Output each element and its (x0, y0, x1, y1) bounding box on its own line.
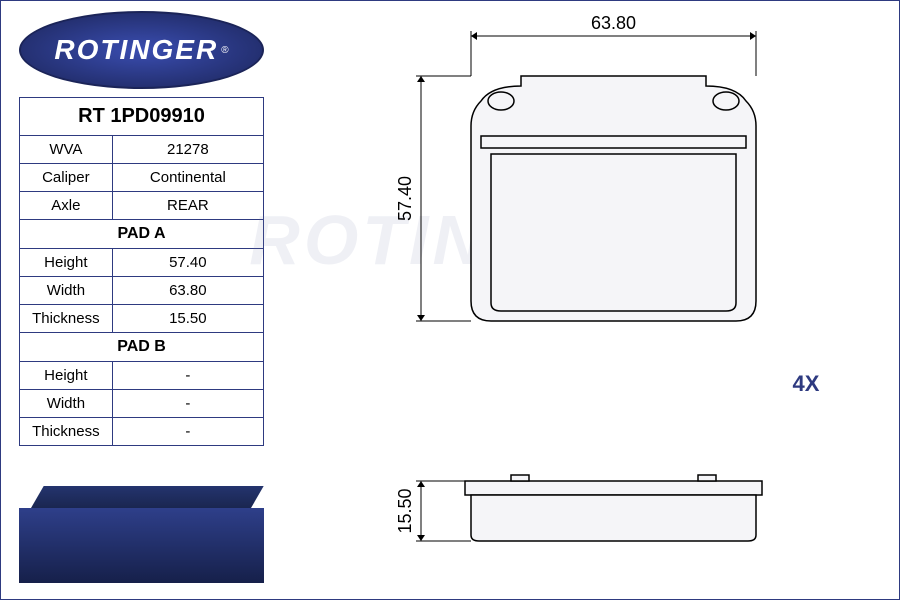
pad-a-label: Width (20, 277, 113, 305)
pad-b-label: Height (20, 362, 113, 390)
spec-value: 21278 (112, 136, 263, 164)
brand-text: ROTINGER (54, 34, 218, 66)
svg-text:63.80: 63.80 (591, 13, 636, 33)
pad-a-header: PAD A (20, 220, 264, 249)
svg-text:57.40: 57.40 (395, 176, 415, 221)
technical-drawing: 63.80 57.40 4X 15.50 (281, 1, 900, 601)
spec-label: WVA (20, 136, 113, 164)
spec-label: Caliper (20, 164, 113, 192)
pad-a-value: 57.40 (112, 249, 263, 277)
spec-value: Continental (112, 164, 263, 192)
spec-value: REAR (112, 192, 263, 220)
spec-table: RT 1PD09910 WVA 21278 Caliper Continenta… (19, 97, 264, 446)
pad-a-value: 63.80 (112, 277, 263, 305)
pad-a-label: Thickness (20, 305, 113, 333)
pad-b-value: - (112, 418, 263, 446)
pad-b-value: - (112, 390, 263, 418)
svg-text:15.50: 15.50 (395, 488, 415, 533)
pad-b-label: Width (20, 390, 113, 418)
package-illustration (19, 486, 264, 581)
part-number: RT 1PD09910 (20, 98, 264, 136)
pad-a-value: 15.50 (112, 305, 263, 333)
pad-b-value: - (112, 362, 263, 390)
svg-text:4X: 4X (793, 371, 820, 396)
pad-a-label: Height (20, 249, 113, 277)
registered-mark: ® (221, 45, 228, 56)
pad-b-label: Thickness (20, 418, 113, 446)
brand-logo: ROTINGER ® (19, 11, 264, 89)
spec-label: Axle (20, 192, 113, 220)
pad-b-header: PAD B (20, 333, 264, 362)
